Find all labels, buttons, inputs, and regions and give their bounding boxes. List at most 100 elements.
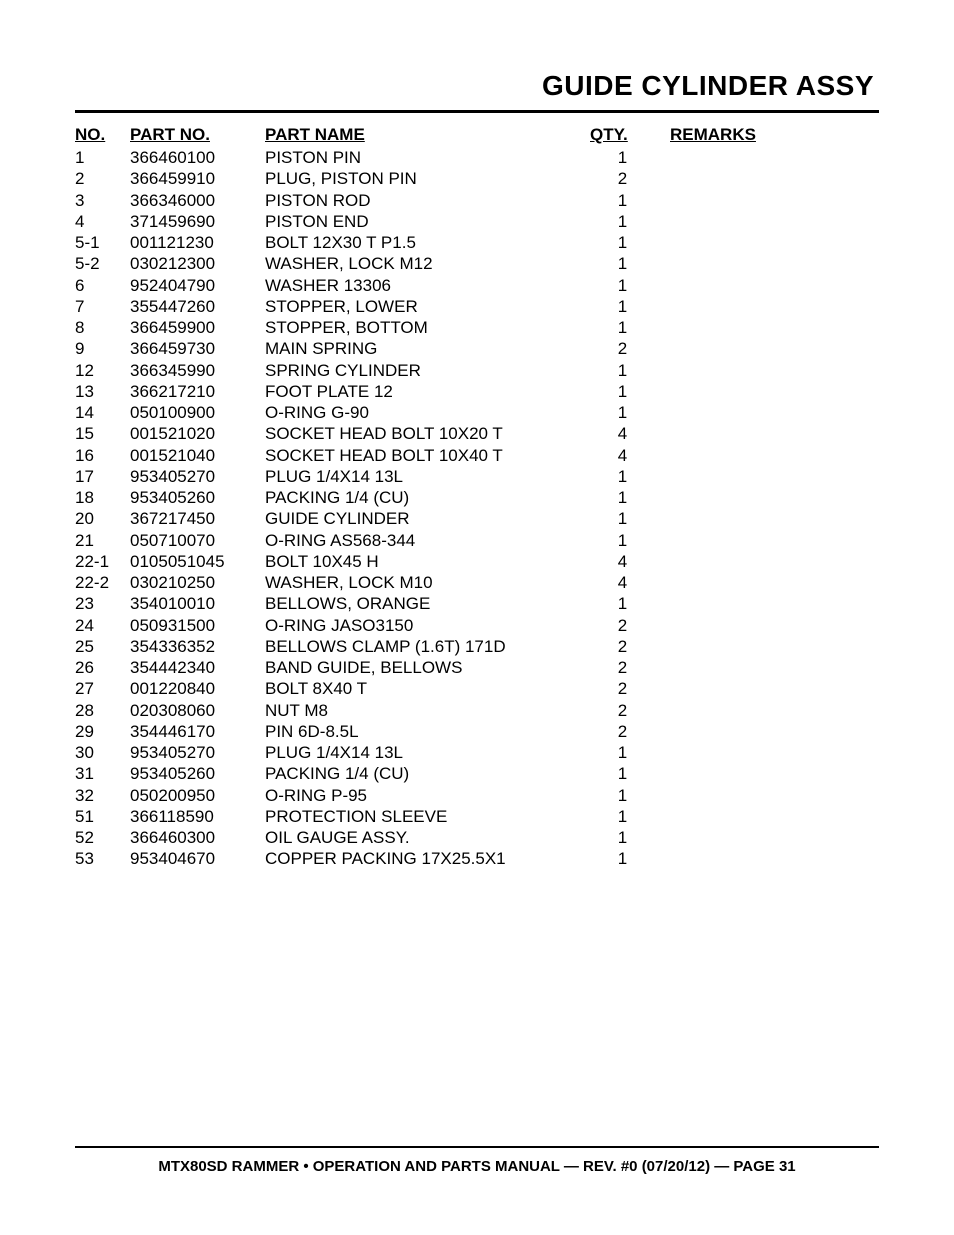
cell-remarks: [670, 593, 879, 614]
table-row: 18953405260PACKING 1/4 (CU)1: [75, 487, 879, 508]
table-row: 6952404790WASHER 133061: [75, 275, 879, 296]
cell-partno: 050200950: [130, 785, 265, 806]
cell-partname: BOLT 10X45 H: [265, 551, 575, 572]
cell-remarks: [670, 190, 879, 211]
cell-partno: 366460300: [130, 827, 265, 848]
table-row: 12366345990SPRING CYLINDER1: [75, 360, 879, 381]
cell-no: 9: [75, 338, 130, 359]
table-row: 16001521040SOCKET HEAD BOLT 10X40 T4: [75, 445, 879, 466]
cell-no: 2: [75, 168, 130, 189]
cell-remarks: [670, 678, 879, 699]
cell-qty: 2: [575, 700, 670, 721]
cell-partname: GUIDE CYLINDER: [265, 508, 575, 529]
cell-qty: 1: [575, 742, 670, 763]
col-header-no: NO.: [75, 125, 130, 147]
cell-partno: 953405270: [130, 466, 265, 487]
table-row: 25354336352BELLOWS CLAMP (1.6T) 171D2: [75, 636, 879, 657]
table-row: 22-10105051045BOLT 10X45 H4: [75, 551, 879, 572]
cell-partname: BOLT 8X40 T: [265, 678, 575, 699]
table-row: 26354442340BAND GUIDE, BELLOWS2: [75, 657, 879, 678]
cell-partno: 953405260: [130, 763, 265, 784]
cell-partno: 953404670: [130, 848, 265, 869]
cell-partno: 354442340: [130, 657, 265, 678]
cell-partno: 371459690: [130, 211, 265, 232]
cell-no: 20: [75, 508, 130, 529]
cell-partname: WASHER, LOCK M10: [265, 572, 575, 593]
table-row: 14050100900O-RING G-901: [75, 402, 879, 423]
cell-qty: 1: [575, 785, 670, 806]
cell-no: 32: [75, 785, 130, 806]
cell-remarks: [670, 381, 879, 402]
table-row: 28020308060NUT M82: [75, 700, 879, 721]
table-row: 51366118590PROTECTION SLEEVE1: [75, 806, 879, 827]
cell-remarks: [670, 742, 879, 763]
cell-no: 4: [75, 211, 130, 232]
table-row: 20367217450GUIDE CYLINDER1: [75, 508, 879, 529]
cell-no: 24: [75, 615, 130, 636]
cell-no: 28: [75, 700, 130, 721]
cell-partno: 953405270: [130, 742, 265, 763]
table-row: 17953405270PLUG 1/4X14 13L1: [75, 466, 879, 487]
cell-partno: 020308060: [130, 700, 265, 721]
cell-no: 17: [75, 466, 130, 487]
cell-partno: 354446170: [130, 721, 265, 742]
cell-partname: O-RING P-95: [265, 785, 575, 806]
cell-qty: 1: [575, 402, 670, 423]
cell-partname: MAIN SPRING: [265, 338, 575, 359]
cell-partno: 366460100: [130, 147, 265, 168]
cell-partno: 366459910: [130, 168, 265, 189]
cell-qty: 1: [575, 360, 670, 381]
table-row: 29354446170PIN 6D-8.5L2: [75, 721, 879, 742]
cell-partno: 366459900: [130, 317, 265, 338]
cell-remarks: [670, 530, 879, 551]
cell-qty: 1: [575, 466, 670, 487]
parts-table-body: 1366460100PISTON PIN12366459910PLUG, PIS…: [75, 147, 879, 870]
cell-remarks: [670, 296, 879, 317]
table-header-row: NO. PART NO. PART NAME QTY. REMARKS: [75, 125, 879, 147]
cell-partname: PACKING 1/4 (CU): [265, 487, 575, 508]
cell-qty: 1: [575, 806, 670, 827]
table-row: 15001521020SOCKET HEAD BOLT 10X20 T4: [75, 423, 879, 444]
cell-partno: 050931500: [130, 615, 265, 636]
cell-remarks: [670, 487, 879, 508]
cell-no: 21: [75, 530, 130, 551]
table-row: 5-2030212300WASHER, LOCK M121: [75, 253, 879, 274]
cell-remarks: [670, 572, 879, 593]
cell-partname: PLUG, PISTON PIN: [265, 168, 575, 189]
cell-partname: STOPPER, LOWER: [265, 296, 575, 317]
table-row: 24050931500O-RING JASO31502: [75, 615, 879, 636]
cell-partno: 367217450: [130, 508, 265, 529]
cell-no: 22-2: [75, 572, 130, 593]
cell-remarks: [670, 147, 879, 168]
cell-remarks: [670, 551, 879, 572]
cell-partname: FOOT PLATE 12: [265, 381, 575, 402]
cell-partname: SPRING CYLINDER: [265, 360, 575, 381]
cell-partname: BOLT 12X30 T P1.5: [265, 232, 575, 253]
footer-text: MTX80SD RAMMER • OPERATION AND PARTS MAN…: [75, 1158, 879, 1175]
cell-qty: 1: [575, 508, 670, 529]
cell-partname: BELLOWS, ORANGE: [265, 593, 575, 614]
cell-no: 31: [75, 763, 130, 784]
cell-partname: STOPPER, BOTTOM: [265, 317, 575, 338]
cell-qty: 1: [575, 253, 670, 274]
cell-partname: PLUG 1/4X14 13L: [265, 742, 575, 763]
cell-partno: 001121230: [130, 232, 265, 253]
cell-qty: 1: [575, 763, 670, 784]
cell-partno: 030210250: [130, 572, 265, 593]
cell-partno: 366217210: [130, 381, 265, 402]
col-header-qty: QTY.: [575, 125, 670, 147]
cell-no: 3: [75, 190, 130, 211]
table-row: 9366459730MAIN SPRING2: [75, 338, 879, 359]
cell-qty: 2: [575, 168, 670, 189]
cell-remarks: [670, 636, 879, 657]
cell-no: 23: [75, 593, 130, 614]
table-row: 7355447260STOPPER, LOWER1: [75, 296, 879, 317]
cell-qty: 4: [575, 551, 670, 572]
cell-partno: 001521020: [130, 423, 265, 444]
cell-remarks: [670, 785, 879, 806]
cell-partno: 0105051045: [130, 551, 265, 572]
cell-qty: 1: [575, 848, 670, 869]
cell-remarks: [670, 360, 879, 381]
table-row: 8366459900STOPPER, BOTTOM1: [75, 317, 879, 338]
cell-qty: 2: [575, 657, 670, 678]
